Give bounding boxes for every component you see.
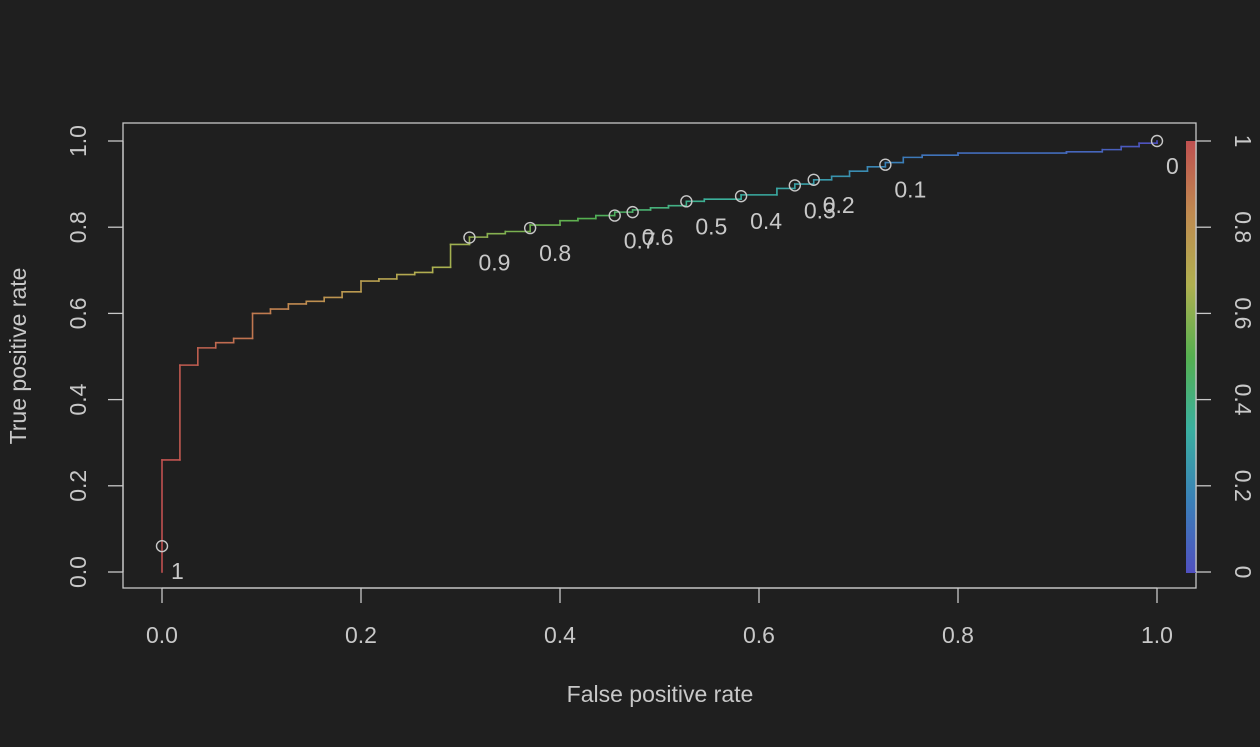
cutoff-label: 0.9 [478, 250, 510, 276]
y-tick-label: 1.0 [65, 125, 91, 157]
colorbar-tick-label: 0.2 [1230, 470, 1256, 502]
cutoff-point [1150, 134, 1164, 148]
colorbar-tick-label: 0.4 [1230, 384, 1256, 416]
x-tick-label: 0.6 [743, 622, 775, 648]
y-tick-label: 0.8 [65, 211, 91, 243]
cutoff-point [807, 173, 820, 186]
y-axis: 0.0 0.2 0.4 0.6 0.8 1.0 [65, 125, 124, 588]
cutoff-point [734, 189, 748, 203]
cutoff-point [608, 209, 621, 222]
plot-frame [122, 122, 1197, 589]
cutoff-label: 0.6 [642, 224, 674, 250]
x-axis-title: False positive rate [567, 681, 754, 707]
x-tick-label: 1.0 [1141, 622, 1173, 648]
cutoff-label: 0.3 [804, 197, 836, 223]
cutoff-points: 1 0.9 0.8 0.70.6 0.5 0.4 0.30.2 0.1 0 [155, 134, 1179, 584]
colorbar-axis: 0 0.2 0.4 0.6 0.8 1 [1195, 135, 1256, 579]
y-tick-label: 0.0 [65, 556, 91, 588]
cutoff-label: 0.4 [750, 208, 782, 234]
x-tick-label: 0.4 [544, 622, 576, 648]
colorbar-tick-label: 0.6 [1230, 297, 1256, 329]
cutoff-label: 0.7 [624, 228, 656, 254]
roc-curve [161, 140, 1158, 573]
colorbar-tick-label: 0.8 [1230, 211, 1256, 243]
y-tick-label: 0.4 [65, 383, 91, 415]
cutoff-point [463, 231, 476, 244]
y-axis-title: True positive rate [5, 268, 31, 445]
cutoff-point [155, 539, 169, 553]
cutoff-point [523, 221, 537, 235]
cutoff-point [788, 179, 802, 192]
cutoff-label: 0.8 [539, 240, 571, 266]
y-tick-label: 0.6 [65, 297, 91, 329]
y-tick-label: 0.2 [65, 470, 91, 502]
colorbar [1186, 141, 1196, 573]
cutoff-label: 0.2 [823, 192, 855, 218]
cutoff-label: 0.5 [695, 213, 727, 239]
cutoff-point [680, 195, 693, 208]
cutoff-label: 0 [1166, 153, 1179, 179]
cutoff-point [626, 205, 639, 219]
cutoff-label: 1 [171, 558, 184, 584]
colorbar-tick-label: 1 [1230, 135, 1256, 148]
x-axis: 0.0 0.2 0.4 0.6 0.8 1.0 [146, 587, 1173, 648]
x-tick-label: 0.2 [345, 622, 377, 648]
x-tick-label: 0.0 [146, 622, 178, 648]
x-tick-label: 0.8 [942, 622, 974, 648]
cutoff-point [879, 158, 892, 171]
colorbar-tick-label: 0 [1230, 566, 1256, 579]
cutoff-label: 0.1 [894, 177, 926, 203]
